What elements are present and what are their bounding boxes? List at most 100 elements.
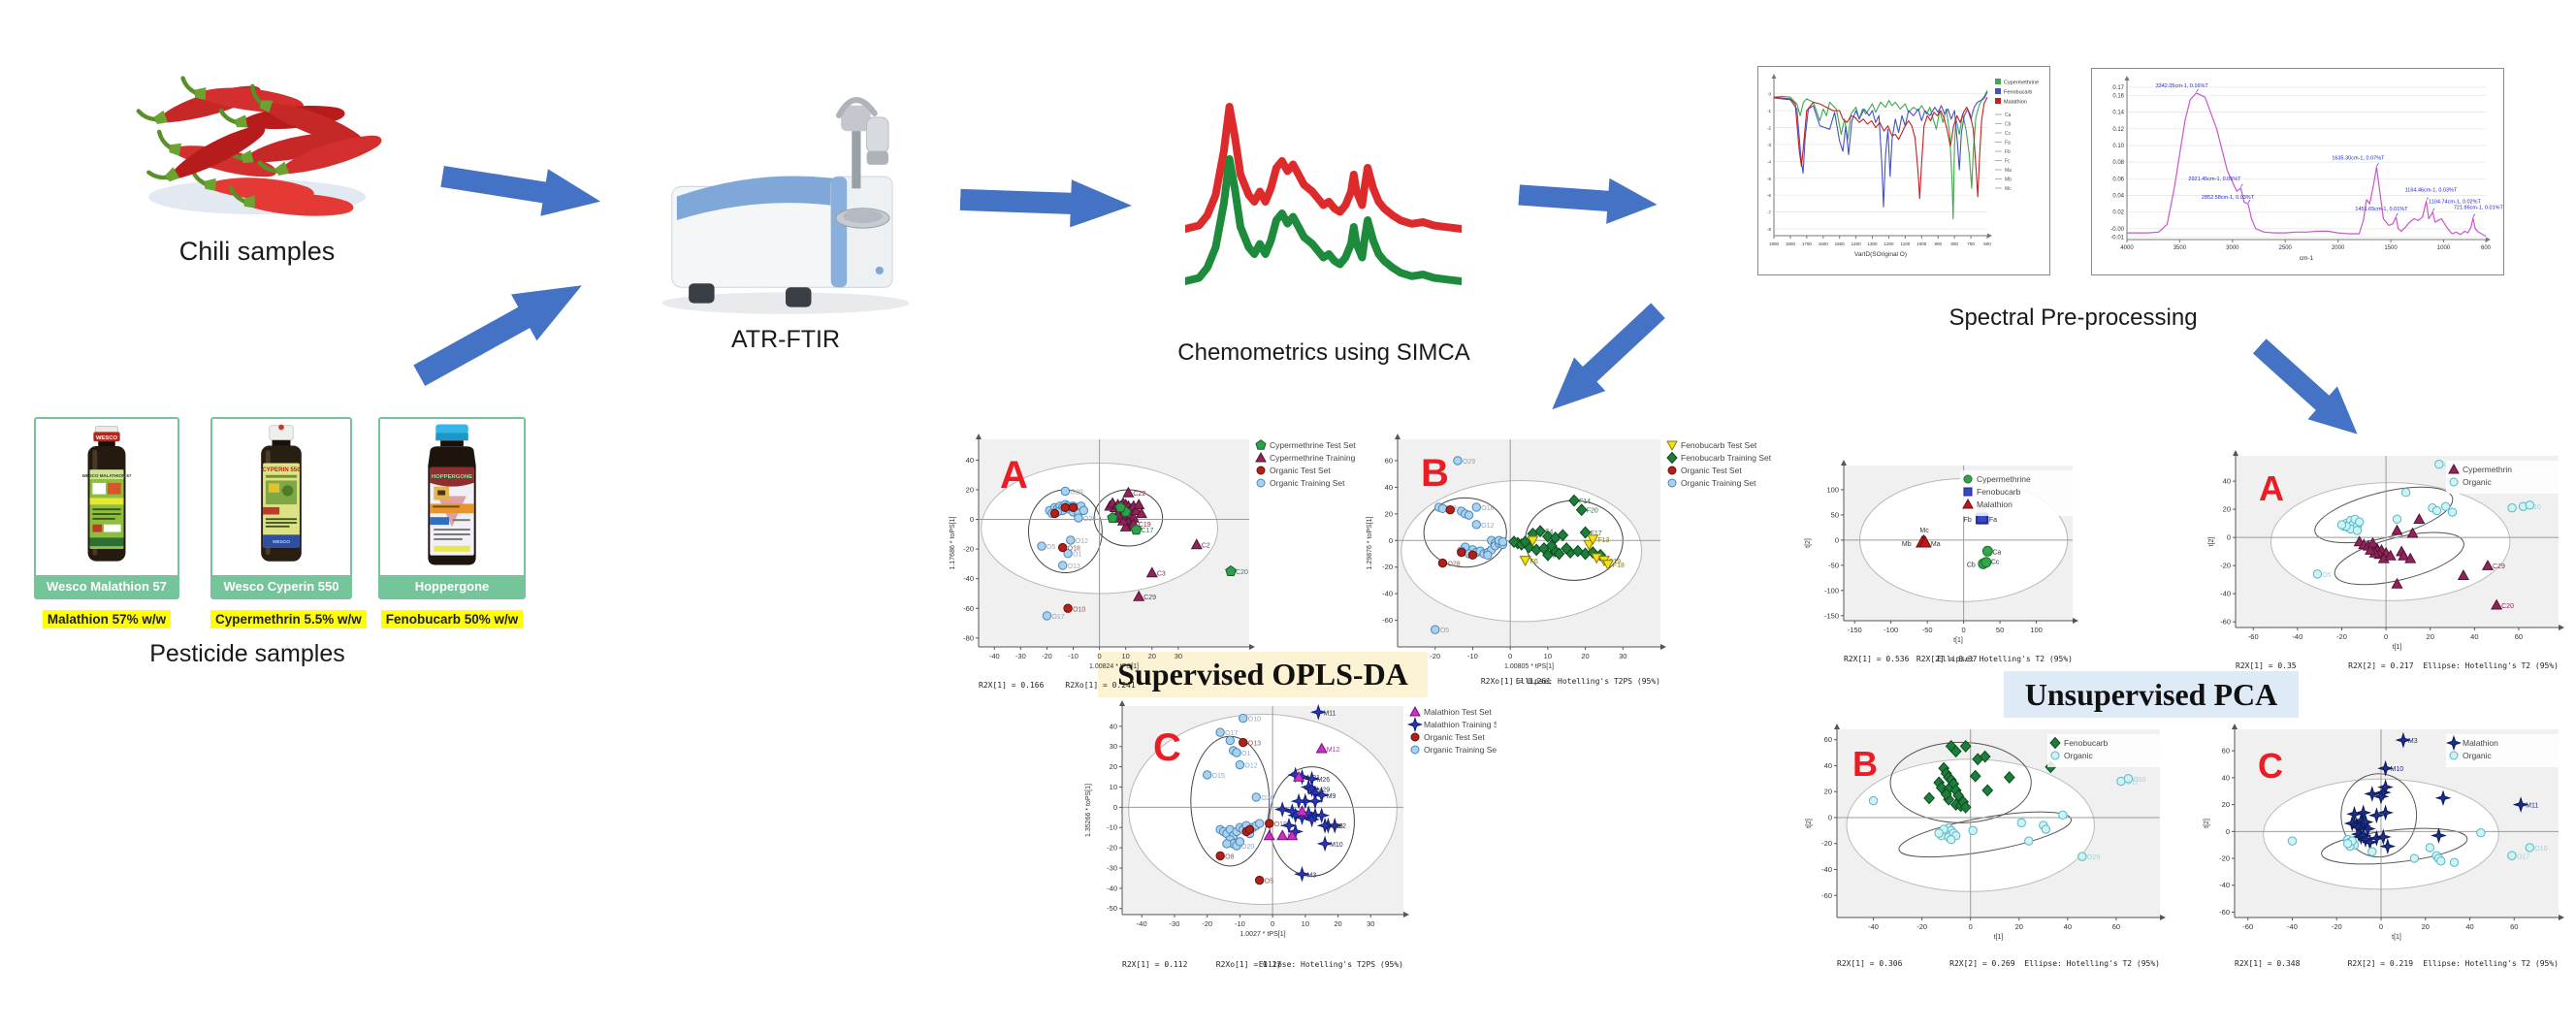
pca-plot-c: -60 -40 -20 0 20 40 60 -60 -40 -20 0 20 40 60 M3 M10 M11… (2200, 720, 2576, 974)
svg-text:R2X[2] = 0.219: R2X[2] = 0.219 (2348, 959, 2414, 968)
svg-text:O26: O26 (1261, 795, 1273, 802)
atr-ftir-label: ATR-FTIR (730, 326, 840, 353)
bottle-brand-text: HOPPERGONE (432, 474, 472, 480)
pca-pesticides-plot: -150 -100 -50 0 50 100 -150 -100 -50 0 50 100 Ca Cb Cc… (1801, 452, 2150, 669)
svg-text:-50: -50 (1107, 904, 1117, 913)
active-ingredient-malathion: Malathion 57% w/w (34, 610, 179, 628)
svg-text:30: 30 (1367, 919, 1374, 928)
svg-text:O5: O5 (1265, 879, 1273, 885)
svg-text:-0.00: -0.00 (2110, 227, 2124, 233)
svg-text:1.0027 * tPS[1]: 1.0027 * tPS[1] (1240, 931, 1285, 938)
svg-text:4000: 4000 (2120, 245, 2134, 251)
svg-text:-40: -40 (989, 652, 1000, 660)
arrow-ftir-to-simca (959, 174, 1136, 232)
svg-text:Malathion Training Set: Malathion Training Set (1424, 720, 1497, 729)
svg-text:1000: 1000 (1916, 241, 1927, 246)
svg-text:1.29876 * toPS[1]: 1.29876 * toPS[1] (1367, 517, 1373, 570)
svg-text:-50: -50 (1922, 626, 1933, 634)
svg-text:Ellipse: Hotelling's T2PS (95%: Ellipse: Hotelling's T2PS (95%) (1259, 960, 1403, 969)
arrow-simca-to-preprocessing (1517, 170, 1660, 230)
svg-text:40: 40 (1110, 722, 1117, 730)
svg-text:R2X[1] = 0.112: R2X[1] = 0.112 (1122, 960, 1188, 969)
opls-da-plot-a: -40 -30 -20 -10 0 10 20 30 -80 -60 -40 -20 0 20 40 O29 O… (946, 432, 1358, 695)
svg-text:0: 0 (1969, 922, 1973, 931)
svg-text:VarID(SOriginal O): VarID(SOriginal O) (1854, 251, 1907, 258)
svg-text:WESCO: WESCO (96, 435, 117, 441)
svg-text:Fenobucarb Test Set: Fenobucarb Test Set (1681, 440, 1757, 450)
svg-text:O1: O1 (1073, 552, 1081, 559)
svg-text:3342.05cm-1, 0.16%T: 3342.05cm-1, 0.16%T (2156, 83, 2209, 89)
arrow-to-pca (2243, 328, 2375, 453)
svg-text:Fa: Fa (1989, 517, 1997, 524)
chili-photo (121, 37, 388, 236)
opls-da-plot-c: -40 -30 -20 -10 0 10 20 30 -50 -40 -30 -20 -10 0 10 20 3… (1081, 698, 1497, 975)
svg-text:F13: F13 (1597, 537, 1609, 544)
svg-text:40: 40 (2064, 922, 2072, 931)
chemometrics-label: Chemometrics using SIMCA (1177, 339, 1470, 366)
svg-text:40: 40 (2470, 632, 2478, 641)
svg-text:0: 0 (1962, 626, 1966, 634)
svg-text:100: 100 (1826, 485, 1839, 494)
svg-text:1800: 1800 (1786, 241, 1796, 246)
svg-text:20: 20 (2015, 922, 2023, 931)
svg-text:O18: O18 (1068, 546, 1080, 553)
svg-text:40: 40 (1385, 483, 1393, 492)
svg-text:-0.01: -0.01 (2110, 235, 2124, 241)
svg-text:-30: -30 (1107, 863, 1117, 872)
svg-text:C19: C19 (1139, 522, 1151, 529)
svg-text:Organic Training Set: Organic Training Set (1270, 478, 1345, 488)
svg-text:800: 800 (1950, 241, 1958, 246)
svg-text:t[2]: t[2] (1805, 538, 1812, 548)
svg-text:-7: -7 (1767, 210, 1771, 215)
svg-text:O17: O17 (2126, 780, 2139, 787)
svg-text:O13: O13 (1068, 563, 1080, 570)
svg-text:O10: O10 (1073, 606, 1085, 613)
pesticide-card-fenobucarb: HOPPERGONE Hoppergone (378, 417, 526, 599)
svg-text:O5: O5 (1046, 544, 1055, 551)
svg-text:-20: -20 (963, 545, 974, 554)
svg-text:M12: M12 (1327, 747, 1340, 754)
svg-text:-20: -20 (2219, 854, 2230, 863)
unsupervised-pca-title: Unsupervised PCA (2004, 671, 2299, 718)
svg-text:20: 20 (2422, 922, 2430, 931)
svg-text:1900: 1900 (1769, 241, 1780, 246)
svg-text:1600: 1600 (1819, 241, 1829, 246)
svg-text:20: 20 (1334, 919, 1341, 928)
svg-text:-10: -10 (1467, 652, 1478, 660)
svg-text:t[1]: t[1] (1953, 637, 1963, 644)
svg-text:Malathion Test Set: Malathion Test Set (1424, 707, 1492, 717)
svg-text:Fa: Fa (2005, 141, 2011, 146)
svg-text:O10: O10 (1248, 717, 1261, 724)
svg-text:R2X[1] = 0.536: R2X[1] = 0.536 (1844, 655, 1910, 663)
svg-text:10: 10 (1302, 919, 1309, 928)
svg-text:0: 0 (2384, 632, 2388, 641)
svg-text:Cb: Cb (1967, 562, 1976, 568)
svg-text:0: 0 (1389, 536, 1393, 545)
svg-text:20: 20 (2427, 632, 2434, 641)
svg-text:-3: -3 (1767, 143, 1771, 147)
svg-text:R2X[1] = 0.166: R2X[1] = 0.166 (979, 681, 1045, 690)
svg-text:F20: F20 (1587, 508, 1598, 515)
svg-text:Organic Training Set: Organic Training Set (1681, 478, 1756, 488)
svg-text:1400: 1400 (1852, 241, 1862, 246)
svg-text:20: 20 (1581, 652, 1589, 660)
svg-text:1000: 1000 (2437, 245, 2451, 251)
svg-text:-10: -10 (1107, 823, 1117, 832)
svg-text:40: 40 (2465, 922, 2473, 931)
svg-text:WESCO: WESCO (273, 539, 290, 545)
svg-text:-150: -150 (1824, 611, 1839, 620)
svg-text:O18: O18 (1481, 505, 1494, 512)
svg-text:C3: C3 (1157, 571, 1166, 578)
svg-text:t[1]: t[1] (2393, 644, 2402, 651)
svg-text:-20: -20 (2332, 922, 2342, 931)
cyperin-bottle-photo: CYPERIN 550 WESCO (212, 419, 350, 575)
svg-text:Mb: Mb (1902, 541, 1912, 548)
svg-text:R2X[2] = 0.217: R2X[2] = 0.217 (2348, 661, 2414, 670)
svg-text:100: 100 (2030, 626, 2043, 634)
svg-text:-8: -8 (1767, 227, 1771, 232)
svg-text:1700: 1700 (1802, 241, 1813, 246)
svg-text:Organic: Organic (2064, 751, 2094, 760)
svg-text:20: 20 (1824, 788, 1832, 796)
svg-text:-20: -20 (2220, 562, 2231, 570)
svg-text:Ma: Ma (1931, 541, 1941, 548)
